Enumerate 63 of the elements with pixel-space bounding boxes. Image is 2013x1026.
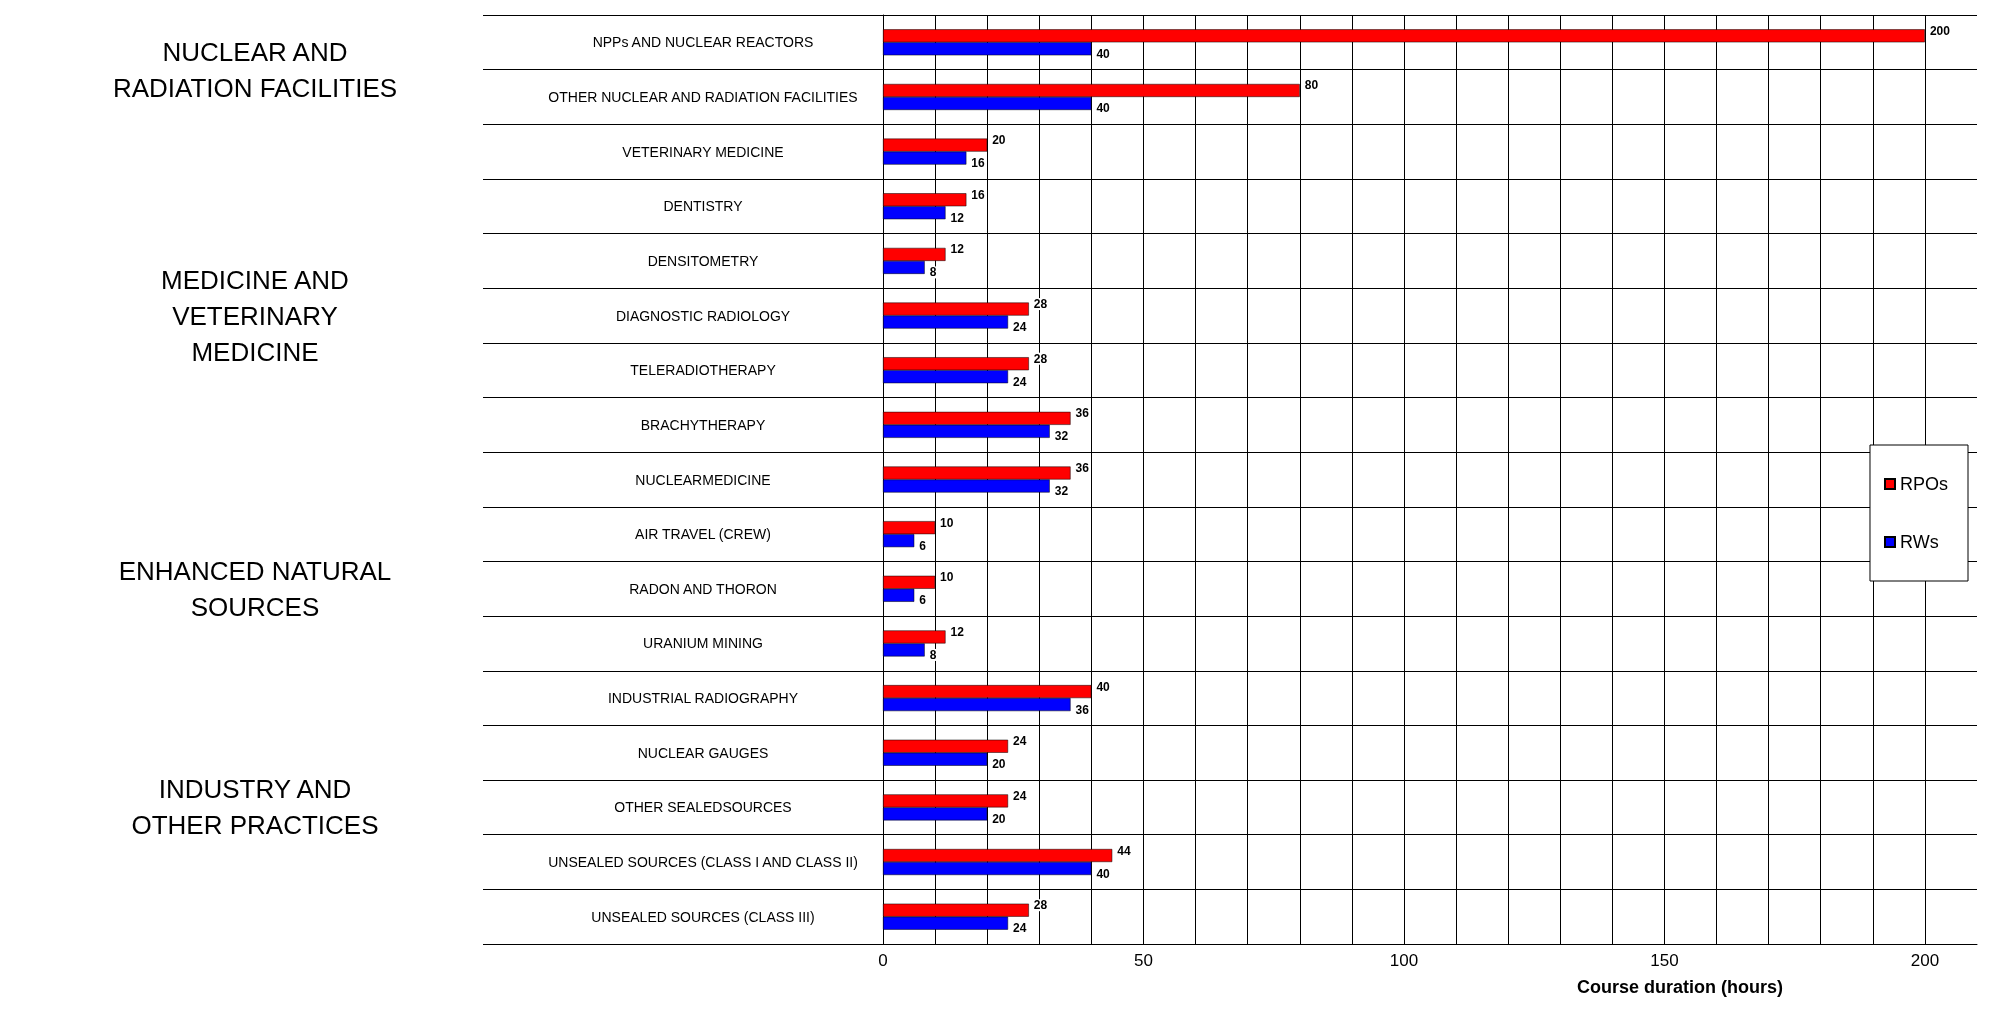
data-label: 24 bbox=[1013, 788, 1027, 803]
y-tick-label: BRACHYTHERAPY bbox=[640, 416, 766, 433]
data-label: 20 bbox=[992, 811, 1006, 826]
y-tick-label: UNSEALED SOURCES (CLASS I AND CLASS II) bbox=[548, 854, 858, 871]
data-label: 12 bbox=[950, 624, 965, 639]
data-label: 28 bbox=[1033, 898, 1048, 913]
x-tick-label: 50 bbox=[1134, 951, 1153, 970]
data-label: 8 bbox=[929, 647, 937, 662]
data-label: 200 bbox=[1929, 23, 1951, 38]
legend-label: RPOs bbox=[1899, 474, 1949, 494]
y-tick-label: NUCLEARMEDICINE bbox=[635, 471, 771, 488]
data-label: 36 bbox=[1075, 406, 1090, 421]
y-tick-label: NPPs AND NUCLEAR REACTORS bbox=[592, 34, 814, 51]
x-axis-title: Course duration (hours) bbox=[1577, 977, 1783, 997]
data-label: 24 bbox=[1013, 374, 1027, 389]
data-label: 32 bbox=[1054, 484, 1069, 498]
y-tick-label: UNSEALED SOURCES (CLASS III) bbox=[591, 908, 815, 925]
data-label: 16 bbox=[971, 156, 986, 171]
y-tick-label: RADON AND THORON bbox=[629, 580, 777, 597]
data-label: 10 bbox=[940, 570, 954, 585]
data-label: 36 bbox=[1075, 702, 1090, 717]
data-label: 24 bbox=[1013, 921, 1027, 936]
data-label: 10 bbox=[940, 515, 954, 530]
data-label: 40 bbox=[1096, 679, 1111, 694]
data-label: 12 bbox=[950, 210, 965, 225]
data-label: 16 bbox=[971, 187, 986, 202]
y-tick-label: OTHER SEALEDSOURCES bbox=[614, 799, 792, 816]
data-label: 12 bbox=[950, 242, 965, 257]
data-label: 20 bbox=[992, 133, 1006, 148]
y-tick-label: NUCLEAR GAUGES bbox=[637, 744, 769, 761]
data-label: 28 bbox=[1033, 297, 1048, 312]
text: NUCLEAR AND RADIATION FACILITIES bbox=[111, 35, 399, 105]
text: MEDICINE AND VETERINARY MEDICINE bbox=[160, 263, 350, 369]
data-label: 20 bbox=[992, 757, 1006, 772]
data-label: 40 bbox=[1096, 866, 1111, 881]
data-label: 24 bbox=[1013, 734, 1027, 749]
y-tick-label: OTHER NUCLEAR AND RADIATION FACILITIES bbox=[548, 88, 858, 105]
data-label: 28 bbox=[1033, 351, 1048, 366]
x-tick-label: 100 bbox=[1389, 951, 1419, 970]
x-tick-label: 0 bbox=[878, 951, 888, 970]
y-tick-label: VETERINARY MEDICINE bbox=[622, 143, 784, 160]
data-label: 8 bbox=[929, 265, 937, 280]
y-tick-label: INDUSTRIAL RADIOGRAPHY bbox=[607, 690, 799, 707]
data-label: 36 bbox=[1075, 461, 1090, 475]
data-label: 44 bbox=[1117, 843, 1131, 858]
data-label: 40 bbox=[1096, 101, 1111, 116]
y-tick-label: URANIUM MINING bbox=[643, 635, 763, 652]
y-tick-label: DENTISTRY bbox=[663, 198, 744, 215]
y-tick-label: AIR TRAVEL (CREW) bbox=[635, 526, 771, 543]
y-tick-label: DENSITOMETRY bbox=[647, 252, 760, 269]
text: INDUSTRY AND OTHER PRACTICES bbox=[130, 773, 380, 843]
data-label: 32 bbox=[1054, 429, 1069, 444]
y-tick-label: TELERADIOTHERAPY bbox=[630, 362, 777, 379]
data-label: 24 bbox=[1013, 320, 1027, 335]
y-tick-label: DIAGNOSTIC RADIOLOGY bbox=[615, 307, 791, 324]
legend-label: RWs bbox=[1899, 532, 1939, 552]
data-label: 6 bbox=[919, 593, 927, 608]
x-tick-label: 150 bbox=[1650, 951, 1679, 970]
data-label: 40 bbox=[1096, 46, 1111, 61]
text: ENHANCED NATURAL SOURCES bbox=[117, 554, 393, 624]
data-label: 80 bbox=[1304, 78, 1319, 93]
data-label: 6 bbox=[919, 538, 927, 553]
x-tick-label: 200 bbox=[1910, 951, 1940, 970]
